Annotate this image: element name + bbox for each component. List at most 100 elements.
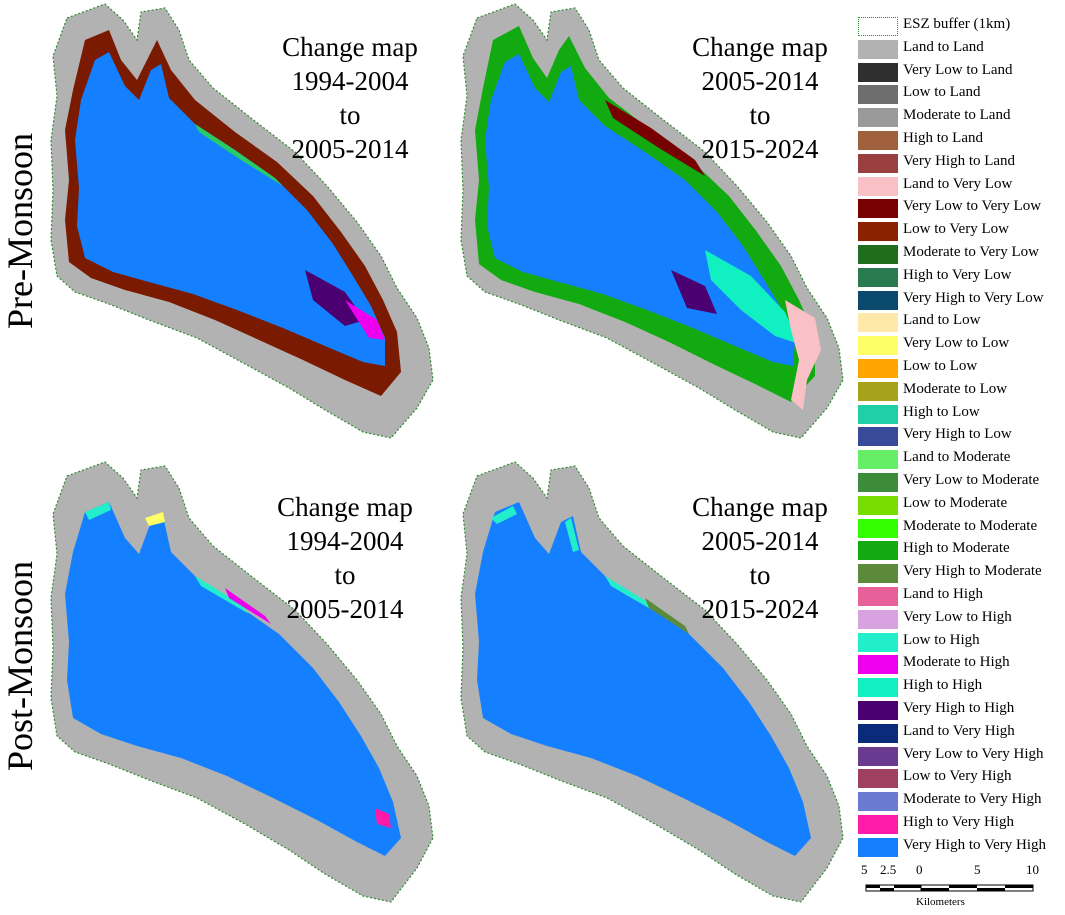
legend-label: Low to Moderate: [903, 494, 1008, 511]
scale-tick-label: 10: [1026, 862, 1039, 877]
legend-label: Land to High: [903, 585, 983, 602]
legend-label: Very Low to Low: [903, 335, 1010, 352]
legend-item: Land to Very Low: [858, 175, 1063, 198]
legend-item: Low to Moderate: [858, 494, 1063, 517]
map-panel-pre-2: [455, 0, 855, 445]
legend-swatch: [858, 176, 898, 196]
legend-label: Low to Very Low: [903, 221, 1009, 238]
change-band-teal: [491, 506, 659, 614]
legend-swatch: [858, 62, 898, 82]
change-band-magenta: [225, 588, 271, 624]
map-pre-2005-2024: [460, 3, 844, 439]
legend-item: Low to Land: [858, 83, 1063, 106]
legend-swatch: [858, 632, 898, 652]
legend-swatch: [858, 655, 898, 675]
legend-swatch: [858, 85, 898, 105]
legend-label: Very High to Very Low: [903, 289, 1044, 306]
legend-swatch: [858, 678, 898, 698]
scale-bar-graphic: [865, 884, 1034, 892]
change-band-magenta: [345, 300, 385, 340]
legend-swatch: [858, 290, 898, 310]
legend-label: Very High to High: [903, 699, 1015, 716]
map-title-post-1: Change map 1994-2004 to 2005-2014: [277, 492, 413, 624]
legend-label: Moderate to Low: [903, 380, 1008, 397]
legend-label: High to High: [903, 677, 983, 694]
legend-swatch: [858, 837, 898, 857]
legend-item: Very High to Very High: [858, 836, 1063, 859]
legend-label: Very High to Low: [903, 426, 1012, 443]
legend-swatch: [858, 313, 898, 333]
scale-tick-label: 0: [916, 862, 923, 877]
map-title-pre-2: Change map 2005-2014 to 2015-2024: [692, 32, 828, 164]
legend-swatch: [858, 769, 898, 789]
scale-tick-label: 5: [974, 862, 981, 877]
legend-item: High to Very Low: [858, 266, 1063, 289]
legend-label: Low to Low: [903, 357, 978, 374]
legend-swatch: [858, 222, 898, 242]
map-title-pre-1: Change map 1994-2004 to 2005-2014: [282, 32, 418, 164]
legend-item: Very Low to Low: [858, 334, 1063, 357]
change-band-dark: [645, 598, 689, 634]
legend-label: High to Very Low: [903, 266, 1012, 283]
legend-swatch: [858, 358, 898, 378]
legend-swatch: [858, 609, 898, 629]
legend-swatch: [858, 450, 898, 470]
legend-swatch: [858, 381, 898, 401]
legend-swatch: [858, 153, 898, 173]
legend-swatch: [858, 199, 898, 219]
legend-label: Very Low to Moderate: [903, 471, 1040, 488]
map-panel-post-1: [45, 458, 445, 908]
legend-swatch: [858, 700, 898, 720]
row-label-pre-monsoon: Pre-Monsoon: [0, 133, 40, 329]
legend-swatch: [858, 336, 898, 356]
legend-item: Moderate to High: [858, 653, 1063, 676]
legend-swatch: [858, 130, 898, 150]
legend-label: Moderate to Very High: [903, 791, 1042, 808]
scale-bar: 5 2.5 0 5 10 Kilometers: [858, 862, 1058, 912]
legend-item: High to Moderate: [858, 539, 1063, 562]
water-body: [75, 52, 385, 366]
row-label-post-monsoon: Post-Monsoon: [0, 560, 40, 772]
legend: ESZ buffer (1km) Land to Land Very Low to …: [858, 15, 1063, 858]
legend-label: High to Land: [903, 129, 983, 146]
legend-item: Land to Moderate: [858, 448, 1063, 471]
legend-label: Moderate to Very Low: [903, 243, 1039, 260]
legend-label: High to Low: [903, 403, 980, 420]
legend-swatch: [858, 244, 898, 264]
water-body: [485, 54, 795, 366]
change-band-yellow: [145, 512, 165, 526]
map-post-1994-2014: [50, 461, 434, 903]
legend-item: High to High: [858, 676, 1063, 699]
legend-swatch: [858, 39, 898, 59]
legend-label: Very High to Land: [903, 152, 1016, 169]
legend-item: Low to High: [858, 631, 1063, 654]
legend-label: Very Low to High: [903, 608, 1012, 625]
legend-swatch: [858, 267, 898, 287]
legend-swatch: [858, 541, 898, 561]
high-to-very-high: [375, 808, 391, 828]
legend-swatch: [858, 586, 898, 606]
legend-label: High to Moderate: [903, 540, 1010, 557]
legend-label: Moderate to Land: [903, 107, 1011, 124]
legend-label: Very Low to Very High: [903, 745, 1044, 762]
legend-item: Very High to High: [858, 699, 1063, 722]
legend-swatch: [858, 564, 898, 584]
legend-item: Moderate to Land: [858, 106, 1063, 129]
legend-swatch: [858, 427, 898, 447]
legend-item: Low to Very Low: [858, 220, 1063, 243]
legend-swatch: [858, 518, 898, 538]
legend-swatch: [858, 404, 898, 424]
map-panel-pre-1: [45, 0, 445, 445]
legend-item: Very Low to Land: [858, 61, 1063, 84]
legend-item: Land to High: [858, 585, 1063, 608]
legend-item: Very Low to Very Low: [858, 197, 1063, 220]
legend-label: Very Low to Very Low: [903, 198, 1042, 215]
legend-item: Very Low to Very High: [858, 745, 1063, 768]
legend-label: Land to Land: [903, 38, 984, 55]
legend-label: Land to Very High: [903, 722, 1015, 739]
legend-item: Very High to Very Low: [858, 289, 1063, 312]
legend-item: Moderate to Moderate: [858, 517, 1063, 540]
legend-item: Moderate to Very High: [858, 790, 1063, 813]
legend-label: Very Low to Land: [903, 61, 1013, 78]
map-title-post-2: Change map 2005-2014 to 2015-2024: [692, 492, 828, 624]
